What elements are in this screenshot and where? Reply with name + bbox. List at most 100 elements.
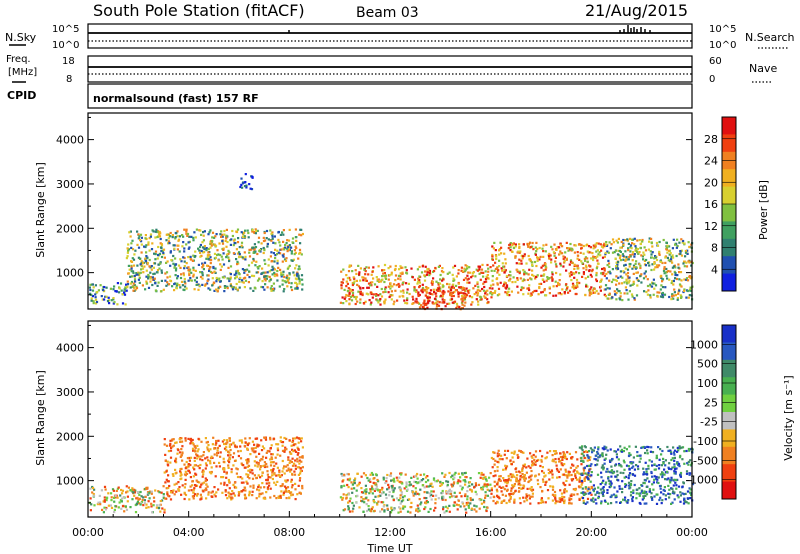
- data-cell: [423, 473, 426, 476]
- data-cell: [592, 255, 595, 258]
- data-cell: [239, 276, 242, 279]
- data-cell: [439, 480, 442, 483]
- data-cell: [135, 285, 138, 288]
- data-cell: [622, 238, 625, 242]
- data-cell: [492, 264, 495, 267]
- data-cell: [271, 477, 274, 481]
- data-cell: [279, 454, 282, 457]
- data-cell: [410, 506, 413, 509]
- data-cell: [559, 452, 562, 455]
- data-cell: [202, 231, 205, 234]
- data-cell: [487, 301, 490, 304]
- data-cell: [601, 256, 605, 259]
- data-cell: [390, 507, 393, 510]
- data-cell: [509, 492, 512, 495]
- data-cell: [430, 493, 433, 496]
- data-cell: [537, 293, 540, 296]
- data-cell: [211, 240, 214, 243]
- data-cell: [190, 440, 193, 443]
- data-cell: [364, 270, 367, 273]
- data-cell: [406, 488, 409, 491]
- data-cell: [371, 506, 374, 509]
- data-cell: [654, 284, 658, 287]
- data-cell: [205, 257, 208, 260]
- data-cell: [388, 494, 391, 497]
- data-cell: [669, 252, 672, 255]
- data-cell: [561, 458, 564, 461]
- data-cell: [133, 491, 137, 494]
- data-cell: [643, 272, 646, 275]
- data-cell: [213, 486, 216, 489]
- data-cell: [584, 450, 588, 453]
- data-cell: [274, 483, 277, 486]
- data-cell: [484, 484, 487, 487]
- data-cell: [113, 285, 116, 288]
- data-cell: [216, 253, 219, 257]
- data-cell: [530, 489, 534, 492]
- data-cell: [469, 271, 472, 274]
- data-cell: [574, 451, 578, 454]
- data-cell: [672, 283, 675, 286]
- data-cell: [480, 502, 483, 505]
- data-cell: [411, 295, 414, 298]
- data-cell: [406, 288, 409, 291]
- data-cell: [512, 474, 515, 477]
- data-cell: [385, 477, 388, 480]
- data-cell: [559, 243, 562, 246]
- data-cell: [264, 438, 268, 441]
- data-cell: [199, 458, 202, 461]
- data-cell: [133, 253, 136, 256]
- data-cell: [260, 285, 263, 289]
- data-cell: [456, 482, 459, 485]
- data-cell: [663, 293, 667, 296]
- data-cell: [619, 471, 622, 474]
- data-cell: [224, 494, 228, 497]
- data-cell: [218, 277, 221, 280]
- data-cell: [645, 470, 648, 473]
- data-cell: [392, 478, 395, 482]
- data-cell: [442, 292, 445, 296]
- data-cell: [583, 456, 586, 460]
- data-cell: [604, 483, 607, 486]
- data-cell: [111, 488, 115, 491]
- data-cell: [635, 277, 638, 280]
- data-cell: [559, 489, 562, 492]
- data-cell: [671, 487, 674, 490]
- data-cell: [585, 265, 588, 268]
- data-cell: [210, 242, 213, 245]
- data-cell: [381, 278, 384, 281]
- data-cell: [439, 273, 442, 277]
- data-cell: [454, 471, 457, 474]
- data-cell: [399, 489, 402, 492]
- data-cell: [568, 471, 571, 474]
- data-cell: [365, 488, 368, 491]
- data-cell: [290, 468, 293, 471]
- data-cell: [656, 244, 660, 247]
- data-cell: [524, 497, 528, 500]
- data-cell: [274, 248, 277, 251]
- data-cell: [474, 284, 477, 287]
- data-cell: [225, 446, 228, 449]
- data-cell: [202, 263, 205, 266]
- data-cell: [483, 295, 486, 298]
- data-cell: [384, 290, 387, 293]
- data-cell: [351, 294, 355, 297]
- nave-label: Nave: [749, 62, 777, 75]
- data-cell: [538, 258, 541, 261]
- data-cell: [458, 286, 461, 289]
- data-cell: [132, 286, 136, 289]
- data-cell: [649, 285, 652, 288]
- data-cell: [535, 275, 538, 278]
- data-cell: [202, 454, 205, 457]
- data-cell: [489, 266, 492, 269]
- data-cell: [554, 450, 557, 453]
- data-cell: [625, 500, 628, 503]
- data-cell: [270, 444, 273, 447]
- data-cell: [129, 230, 132, 233]
- data-cell: [409, 511, 412, 514]
- data-cell: [138, 493, 141, 496]
- data-cell: [270, 232, 273, 235]
- data-cell: [605, 241, 608, 244]
- data-cell: [345, 497, 348, 500]
- data-cell: [689, 488, 692, 491]
